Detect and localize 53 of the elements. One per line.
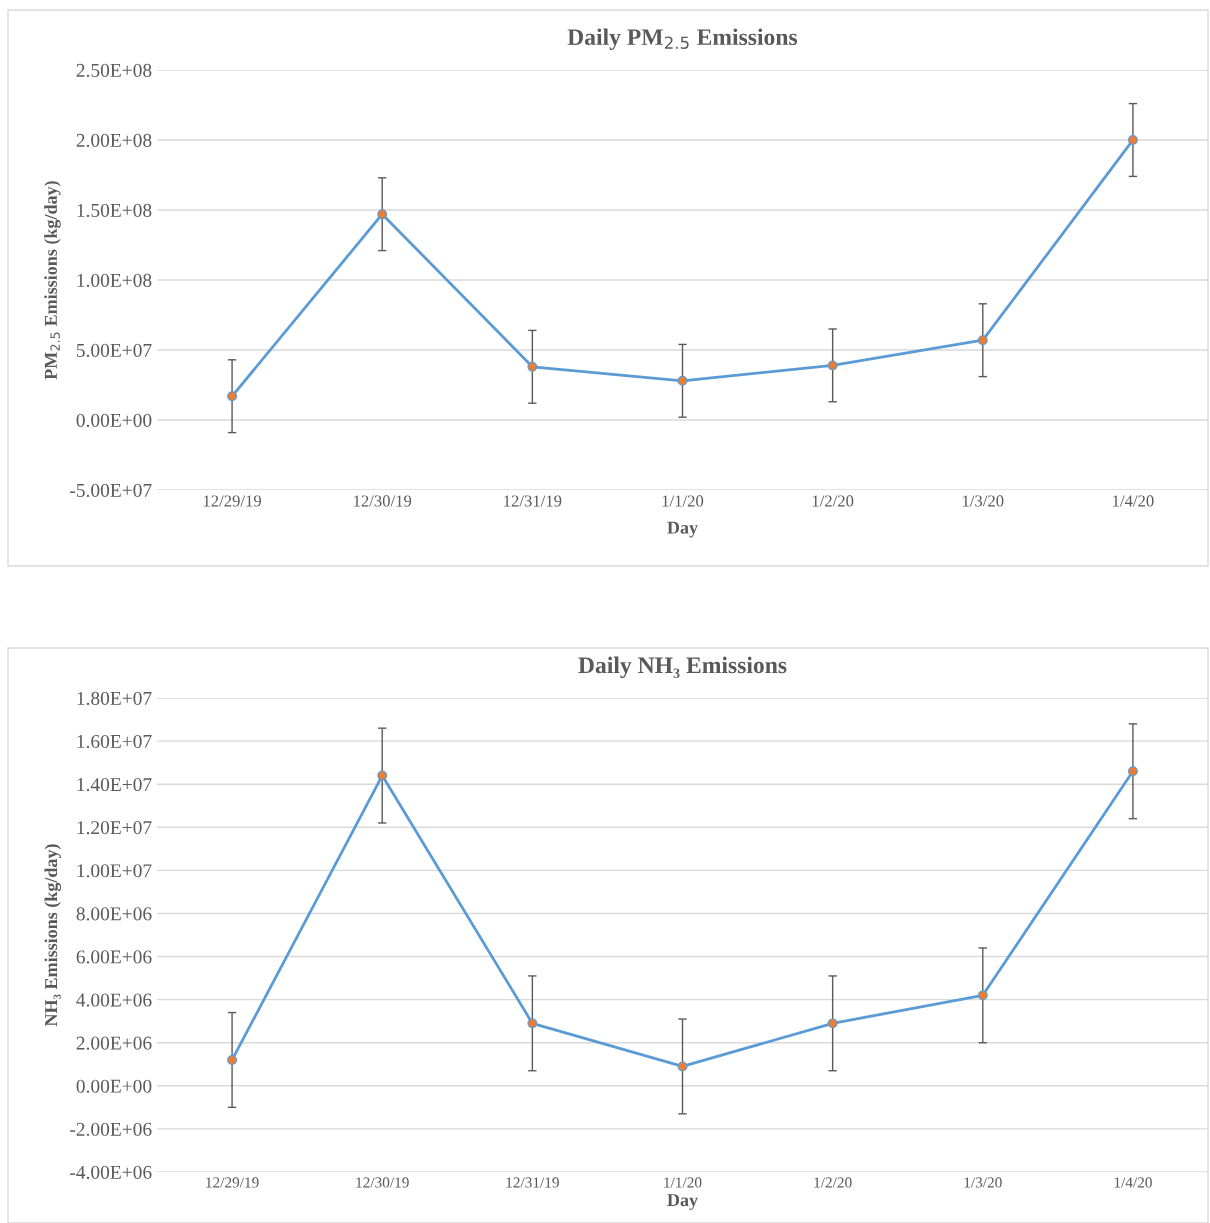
x-tick-label: 1/2/20 [812, 495, 854, 507]
y-tick-label: 2.00E+08 [76, 133, 152, 148]
x-tick-label: 12/31/19 [504, 495, 562, 507]
y-axis-title: PM$_{2.5}$ Emissions (kg/day) [44, 181, 61, 380]
chart-title: Daily NH₃ Emissions [578, 656, 787, 679]
x-tick-label: 1/3/20 [962, 495, 1004, 507]
point [527, 1018, 538, 1029]
y-tick-label: 2.50E+08 [76, 63, 152, 78]
y-tick-label: -4.00E+06 [70, 1165, 152, 1180]
point [977, 990, 988, 1001]
point [677, 375, 688, 386]
point [827, 1018, 838, 1029]
x-tick-label: 1/1/20 [662, 495, 704, 507]
y-tick-label: -5.00E+07 [70, 483, 152, 498]
y-tick-label: 1.00E+07 [77, 864, 152, 878]
x-axis-title: Day [667, 1194, 698, 1210]
y-tick-label: 1.80E+07 [77, 691, 152, 706]
y-tick-label: 1.60E+07 [77, 734, 152, 749]
x-tick-label: 1/4/20 [1114, 1177, 1152, 1188]
y-tick-label: 5.00E+07 [76, 343, 152, 358]
y-tick-label: 1.50E+08 [77, 203, 152, 218]
y-tick-label: 8.00E+06 [76, 907, 152, 921]
point [377, 209, 388, 220]
point [227, 391, 238, 402]
y-tick-label: 1.00E+08 [77, 273, 152, 288]
y-tick-label: 2.00E+06 [76, 1036, 152, 1050]
y-tick-label: -2.00E+06 [70, 1122, 152, 1136]
x-tick-label: 12/29/19 [203, 495, 262, 507]
y-tick-label: 0.00E+00 [76, 413, 152, 428]
x-tick-label: 1/4/20 [1113, 495, 1154, 507]
point [1127, 135, 1138, 145]
y-tick-label: 1.40E+07 [77, 778, 152, 792]
point [1127, 766, 1138, 777]
point [227, 1055, 238, 1065]
x-tick-label: 1/1/20 [664, 1177, 702, 1188]
y-tick-label: 1.20E+07 [77, 821, 152, 835]
x-tick-label: 12/30/19 [356, 1177, 409, 1188]
chart-title: Daily PM$_{2.5}$ Emissions [567, 28, 798, 50]
x-tick-label: 12/31/19 [506, 1177, 559, 1188]
point [827, 360, 838, 371]
x-tick-label: 12/30/19 [354, 495, 412, 507]
y-tick-label: 4.00E+06 [76, 993, 152, 1007]
point [677, 1061, 688, 1072]
point [977, 335, 988, 346]
point [377, 770, 388, 781]
point [527, 361, 538, 372]
x-tick-label: 1/3/20 [964, 1177, 1002, 1188]
x-axis-title: Day [667, 521, 698, 538]
x-tick-label: 1/2/20 [814, 1177, 852, 1188]
y-tick-label: 6.00E+06 [76, 950, 152, 964]
y-axis-title: NH₃ Emissions (kg/day) [44, 844, 62, 1027]
x-tick-label: 12/29/19 [206, 1177, 259, 1188]
y-tick-label: 0.00E+00 [76, 1079, 152, 1093]
